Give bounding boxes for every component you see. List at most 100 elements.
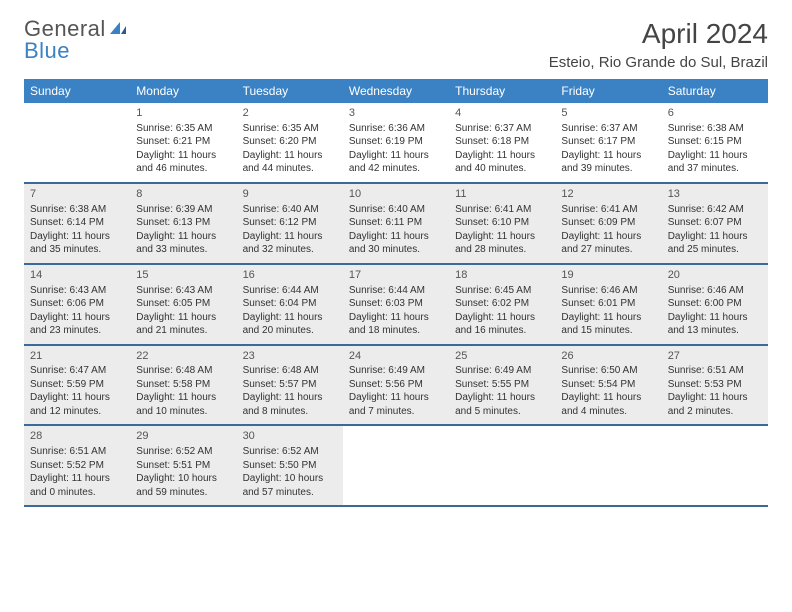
sunrise-text: Sunrise: 6:41 AM: [455, 203, 549, 217]
day-cell: 30Sunrise: 6:52 AMSunset: 5:50 PMDayligh…: [237, 426, 343, 505]
daylight-text: Daylight: 11 hours and 27 minutes.: [561, 230, 655, 257]
day-cell-empty: [449, 426, 555, 505]
sunset-text: Sunset: 6:07 PM: [668, 216, 762, 230]
sunrise-text: Sunrise: 6:37 AM: [561, 122, 655, 136]
sunset-text: Sunset: 5:56 PM: [349, 378, 443, 392]
sunrise-text: Sunrise: 6:43 AM: [136, 284, 230, 298]
sunset-text: Sunset: 6:13 PM: [136, 216, 230, 230]
logo: General Blue: [24, 18, 128, 62]
sunset-text: Sunset: 5:58 PM: [136, 378, 230, 392]
weekday-header: Sunday: [24, 79, 130, 103]
sunset-text: Sunset: 6:12 PM: [243, 216, 337, 230]
day-cell: 22Sunrise: 6:48 AMSunset: 5:58 PMDayligh…: [130, 346, 236, 425]
day-number: 16: [243, 268, 337, 283]
daylight-text: Daylight: 11 hours and 4 minutes.: [561, 391, 655, 418]
day-cell: 18Sunrise: 6:45 AMSunset: 6:02 PMDayligh…: [449, 265, 555, 344]
day-number: 30: [243, 429, 337, 444]
day-cell: 17Sunrise: 6:44 AMSunset: 6:03 PMDayligh…: [343, 265, 449, 344]
sunrise-text: Sunrise: 6:46 AM: [561, 284, 655, 298]
sunrise-text: Sunrise: 6:41 AM: [561, 203, 655, 217]
daylight-text: Daylight: 11 hours and 18 minutes.: [349, 311, 443, 338]
sunset-text: Sunset: 6:10 PM: [455, 216, 549, 230]
daylight-text: Daylight: 11 hours and 8 minutes.: [243, 391, 337, 418]
sunset-text: Sunset: 5:54 PM: [561, 378, 655, 392]
sunset-text: Sunset: 6:00 PM: [668, 297, 762, 311]
calendar: SundayMondayTuesdayWednesdayThursdayFrid…: [24, 79, 768, 507]
sunset-text: Sunset: 6:18 PM: [455, 135, 549, 149]
daylight-text: Daylight: 11 hours and 13 minutes.: [668, 311, 762, 338]
day-cell: 27Sunrise: 6:51 AMSunset: 5:53 PMDayligh…: [662, 346, 768, 425]
day-cell: 5Sunrise: 6:37 AMSunset: 6:17 PMDaylight…: [555, 103, 661, 182]
day-cell: 28Sunrise: 6:51 AMSunset: 5:52 PMDayligh…: [24, 426, 130, 505]
sunset-text: Sunset: 6:06 PM: [30, 297, 124, 311]
day-cell: 19Sunrise: 6:46 AMSunset: 6:01 PMDayligh…: [555, 265, 661, 344]
page-header: General Blue April 2024 Esteio, Rio Gran…: [24, 18, 768, 71]
week-row: 21Sunrise: 6:47 AMSunset: 5:59 PMDayligh…: [24, 346, 768, 427]
weekday-header-row: SundayMondayTuesdayWednesdayThursdayFrid…: [24, 79, 768, 103]
day-number: 11: [455, 187, 549, 202]
day-number: 18: [455, 268, 549, 283]
sunset-text: Sunset: 6:02 PM: [455, 297, 549, 311]
daylight-text: Daylight: 10 hours and 57 minutes.: [243, 472, 337, 499]
sunset-text: Sunset: 5:57 PM: [243, 378, 337, 392]
daylight-text: Daylight: 11 hours and 33 minutes.: [136, 230, 230, 257]
daylight-text: Daylight: 11 hours and 46 minutes.: [136, 149, 230, 176]
day-number: 5: [561, 106, 655, 121]
day-cell: 26Sunrise: 6:50 AMSunset: 5:54 PMDayligh…: [555, 346, 661, 425]
day-number: 14: [30, 268, 124, 283]
day-cell: 3Sunrise: 6:36 AMSunset: 6:19 PMDaylight…: [343, 103, 449, 182]
daylight-text: Daylight: 11 hours and 20 minutes.: [243, 311, 337, 338]
day-number: 6: [668, 106, 762, 121]
day-cell: 25Sunrise: 6:49 AMSunset: 5:55 PMDayligh…: [449, 346, 555, 425]
sunrise-text: Sunrise: 6:52 AM: [136, 445, 230, 459]
sunset-text: Sunset: 5:52 PM: [30, 459, 124, 473]
month-title: April 2024: [549, 18, 768, 50]
daylight-text: Daylight: 11 hours and 12 minutes.: [30, 391, 124, 418]
day-cell-empty: [662, 426, 768, 505]
sunset-text: Sunset: 5:59 PM: [30, 378, 124, 392]
day-cell: 8Sunrise: 6:39 AMSunset: 6:13 PMDaylight…: [130, 184, 236, 263]
sunrise-text: Sunrise: 6:40 AM: [349, 203, 443, 217]
weekday-header: Monday: [130, 79, 236, 103]
sunrise-text: Sunrise: 6:36 AM: [349, 122, 443, 136]
sunrise-text: Sunrise: 6:44 AM: [243, 284, 337, 298]
day-number: 1: [136, 106, 230, 121]
day-number: 26: [561, 349, 655, 364]
day-number: 12: [561, 187, 655, 202]
sunrise-text: Sunrise: 6:51 AM: [668, 364, 762, 378]
day-cell: 13Sunrise: 6:42 AMSunset: 6:07 PMDayligh…: [662, 184, 768, 263]
day-cell-empty: [343, 426, 449, 505]
day-number: 27: [668, 349, 762, 364]
sunset-text: Sunset: 6:09 PM: [561, 216, 655, 230]
sunrise-text: Sunrise: 6:38 AM: [668, 122, 762, 136]
day-cell: 16Sunrise: 6:44 AMSunset: 6:04 PMDayligh…: [237, 265, 343, 344]
logo-text: General Blue: [24, 18, 128, 62]
day-cell: 14Sunrise: 6:43 AMSunset: 6:06 PMDayligh…: [24, 265, 130, 344]
day-number: 9: [243, 187, 337, 202]
day-cell: 10Sunrise: 6:40 AMSunset: 6:11 PMDayligh…: [343, 184, 449, 263]
day-cell: 2Sunrise: 6:35 AMSunset: 6:20 PMDaylight…: [237, 103, 343, 182]
daylight-text: Daylight: 11 hours and 32 minutes.: [243, 230, 337, 257]
sunset-text: Sunset: 6:11 PM: [349, 216, 443, 230]
week-row: 7Sunrise: 6:38 AMSunset: 6:14 PMDaylight…: [24, 184, 768, 265]
daylight-text: Daylight: 11 hours and 5 minutes.: [455, 391, 549, 418]
sunset-text: Sunset: 5:50 PM: [243, 459, 337, 473]
day-number: 4: [455, 106, 549, 121]
daylight-text: Daylight: 11 hours and 21 minutes.: [136, 311, 230, 338]
sunset-text: Sunset: 5:51 PM: [136, 459, 230, 473]
day-number: 13: [668, 187, 762, 202]
sunrise-text: Sunrise: 6:52 AM: [243, 445, 337, 459]
daylight-text: Daylight: 11 hours and 10 minutes.: [136, 391, 230, 418]
daylight-text: Daylight: 11 hours and 28 minutes.: [455, 230, 549, 257]
day-cell: 11Sunrise: 6:41 AMSunset: 6:10 PMDayligh…: [449, 184, 555, 263]
day-number: 21: [30, 349, 124, 364]
daylight-text: Daylight: 11 hours and 42 minutes.: [349, 149, 443, 176]
day-number: 15: [136, 268, 230, 283]
weekday-header: Friday: [555, 79, 661, 103]
week-row: 14Sunrise: 6:43 AMSunset: 6:06 PMDayligh…: [24, 265, 768, 346]
sunrise-text: Sunrise: 6:43 AM: [30, 284, 124, 298]
day-number: 28: [30, 429, 124, 444]
sunrise-text: Sunrise: 6:49 AM: [455, 364, 549, 378]
sunrise-text: Sunrise: 6:48 AM: [243, 364, 337, 378]
daylight-text: Daylight: 11 hours and 37 minutes.: [668, 149, 762, 176]
